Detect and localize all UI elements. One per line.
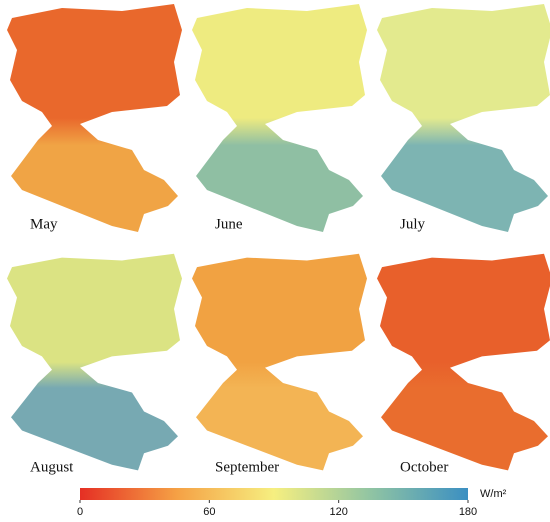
region-map (7, 4, 182, 232)
month-label: August (30, 459, 74, 475)
month-label: October (400, 459, 448, 475)
region-map (377, 4, 550, 232)
region-map (7, 253, 182, 471)
month-label: June (215, 216, 243, 232)
region-map (377, 253, 550, 471)
month-label: May (30, 216, 58, 232)
colorbar-tick-label: 60 (203, 506, 215, 518)
region-map (192, 4, 367, 232)
month-label: July (400, 216, 426, 232)
colorbar (80, 488, 468, 500)
colorbar-unit: W/m² (480, 488, 507, 500)
region-map (192, 253, 367, 471)
month-label: September (215, 459, 279, 475)
colorbar-tick-label: 120 (329, 506, 347, 518)
colorbar-tick-label: 180 (459, 506, 477, 518)
colorbar-tick-label: 0 (77, 506, 83, 518)
